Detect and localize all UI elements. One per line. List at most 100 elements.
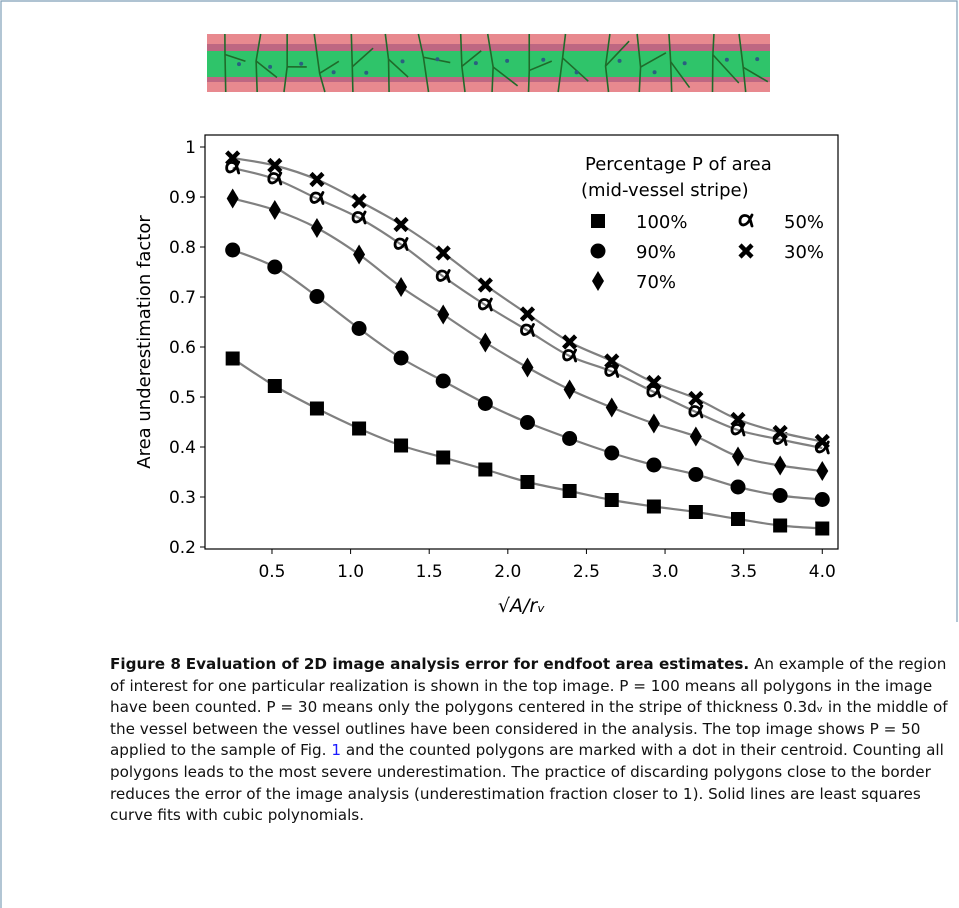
- marker: [647, 413, 660, 434]
- marker: [436, 450, 451, 465]
- polygon-edge: [738, 33, 747, 93]
- y-tick-label: 1: [185, 138, 196, 158]
- marker: [267, 259, 283, 275]
- marker: [772, 488, 788, 503]
- legend-label: 100%: [636, 212, 687, 233]
- polygon-edge: [224, 33, 227, 93]
- marker: [351, 193, 367, 209]
- polygon-edge: [712, 54, 740, 84]
- caption-text: and the counted polygons are marked with…: [110, 741, 944, 825]
- marker: [225, 150, 241, 166]
- polygon-edge: [604, 33, 611, 93]
- marker: [479, 332, 492, 353]
- y-tick-label: 0.4: [169, 438, 196, 458]
- centroid-dot: [268, 64, 273, 69]
- marker: [689, 426, 702, 447]
- x-tick-label: 1.0: [337, 562, 364, 582]
- centroid-dot: [299, 61, 304, 66]
- legend-marker: [738, 243, 754, 259]
- fit-line: [232, 357, 823, 530]
- centroid-dot: [505, 58, 510, 63]
- y-tick-label: 0.6: [169, 338, 196, 358]
- centroid-dot: [755, 57, 760, 62]
- x-tick-label: 3.5: [730, 562, 757, 582]
- marker: [730, 411, 746, 428]
- x-tick-label: 1.5: [416, 562, 443, 582]
- polygon-edge: [528, 60, 553, 72]
- marker: [225, 242, 241, 258]
- marker: [646, 384, 662, 399]
- marker: [604, 364, 620, 378]
- x-tick-label: 2.0: [494, 562, 521, 582]
- marker: [688, 505, 703, 519]
- polygon-edge: [459, 33, 466, 93]
- marker: [814, 433, 830, 450]
- polygon-edge: [527, 33, 531, 93]
- centroid-dot: [617, 58, 622, 63]
- marker: [268, 200, 281, 220]
- marker: [604, 493, 619, 507]
- polygon-edge: [255, 60, 278, 79]
- centroid-dot: [652, 70, 657, 75]
- centroid-dot: [435, 57, 440, 62]
- legend-marker: [590, 243, 606, 259]
- x-tick-label: 0.5: [258, 562, 285, 582]
- marker: [646, 374, 662, 391]
- marker: [562, 348, 578, 363]
- centroid-dot: [400, 59, 405, 64]
- polygon-edge: [351, 47, 374, 68]
- marker: [309, 171, 325, 188]
- centroid-dot: [473, 61, 478, 66]
- marker: [772, 424, 788, 441]
- marker: [437, 304, 450, 325]
- marker: [519, 306, 536, 322]
- marker: [646, 457, 662, 473]
- figure-ref[interactable]: 1: [331, 741, 341, 760]
- y-tick-label: 0.2: [169, 538, 196, 558]
- marker: [394, 438, 409, 453]
- legend-marker: [591, 214, 605, 228]
- vessel-image: [207, 33, 770, 93]
- marker: [267, 171, 283, 186]
- fit-line: [232, 166, 823, 450]
- marker: [393, 216, 409, 233]
- caption: Figure 8 Evaluation of 2D image analysis…: [110, 654, 950, 827]
- y-tick-label: 0.7: [169, 288, 196, 308]
- marker: [688, 404, 704, 419]
- legend-marker: [738, 213, 754, 228]
- marker: [477, 297, 493, 312]
- legend-marker: [592, 271, 604, 291]
- centroid-dot: [364, 70, 369, 75]
- legend-title: Percentage P of area: [585, 154, 772, 175]
- marker: [688, 390, 704, 407]
- marker: [604, 353, 620, 369]
- legend-label: 70%: [636, 272, 676, 293]
- marker: [435, 373, 451, 389]
- marker: [351, 210, 367, 225]
- marker: [309, 401, 324, 416]
- marker: [225, 160, 241, 175]
- x-tick-label: 3.0: [652, 562, 679, 582]
- y-tick-label: 0.3: [169, 488, 196, 508]
- marker: [310, 218, 323, 238]
- polygon-edge: [636, 33, 642, 93]
- y-axis-label: Area underestimation factor: [134, 215, 155, 469]
- marker: [521, 357, 534, 378]
- polygon-edge: [461, 50, 482, 67]
- marker: [646, 499, 661, 514]
- marker: [477, 396, 493, 411]
- marker: [352, 421, 367, 436]
- y-tick-label: 0.5: [169, 388, 196, 408]
- polygon-edge: [604, 40, 630, 67]
- polygon-edge: [387, 58, 409, 78]
- legend-label: 50%: [784, 212, 824, 233]
- marker: [732, 446, 745, 467]
- marker: [225, 351, 240, 366]
- marker: [773, 518, 788, 533]
- plot: 0.2 0.3 0.4 0.5 0.6 0.7 0.8 0.9 1 0.5 1.0 1.5 2.0 2.5…: [134, 134, 839, 617]
- centroid-dot: [237, 62, 241, 67]
- marker: [730, 479, 746, 495]
- centroid-dot: [682, 61, 687, 66]
